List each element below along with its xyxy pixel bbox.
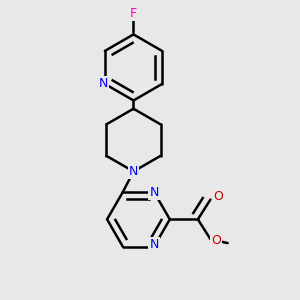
- Text: N: N: [149, 238, 159, 251]
- Text: N: N: [129, 165, 138, 178]
- Text: O: O: [212, 234, 221, 247]
- Text: O: O: [213, 190, 223, 203]
- Text: N: N: [149, 186, 159, 199]
- Text: N: N: [98, 77, 108, 91]
- Text: F: F: [130, 8, 137, 20]
